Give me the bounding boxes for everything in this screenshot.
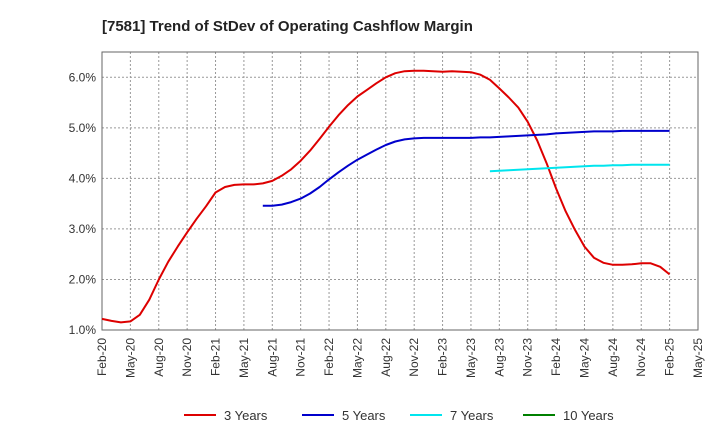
- legend-label: 10 Years: [563, 408, 614, 423]
- y-tick-label: 2.0%: [69, 272, 97, 286]
- legend: 3 Years 5 Years 7 Years 10 Years: [184, 408, 614, 423]
- x-tick-label: May-25: [691, 338, 705, 378]
- x-tick-label: Aug-20: [152, 338, 166, 377]
- x-tick-label: Nov-21: [294, 338, 308, 377]
- x-tick-label: Nov-22: [407, 338, 421, 377]
- x-tick-label: Feb-25: [663, 338, 677, 376]
- x-tick-label: May-24: [577, 338, 591, 378]
- x-tick-label: May-21: [237, 338, 251, 378]
- x-tick-label: Nov-24: [634, 338, 648, 377]
- y-tick-label: 5.0%: [69, 121, 97, 135]
- y-tick-label: 6.0%: [69, 70, 97, 84]
- x-tick-label: May-20: [123, 338, 137, 378]
- x-tick-label: Aug-24: [606, 338, 620, 377]
- y-tick-label: 3.0%: [69, 222, 97, 236]
- x-tick-label: Feb-24: [549, 338, 563, 376]
- series-layer: [101, 69, 671, 324]
- x-tick-label: Nov-20: [180, 338, 194, 377]
- x-tick-label: Feb-20: [95, 338, 109, 376]
- x-tick-label: Feb-21: [209, 338, 223, 376]
- legend-label: 3 Years: [224, 408, 268, 423]
- series-line-5-years: [262, 129, 670, 207]
- x-tick-label: Aug-23: [492, 338, 506, 377]
- legend-label: 5 Years: [342, 408, 386, 423]
- series-line-3-years: [101, 69, 671, 324]
- chart-title: [7581] Trend of StDev of Operating Cashf…: [102, 18, 473, 35]
- x-tick-label: Feb-22: [322, 338, 336, 376]
- axis-layer: 1.0% 2.0% 3.0% 4.0% 5.0% 6.0% Feb-20 May-20 Aug-…: [69, 51, 705, 378]
- series-line-7-years: [489, 163, 670, 173]
- y-tick-label: 1.0%: [69, 323, 97, 337]
- legend-item: 10 Years: [523, 408, 614, 423]
- x-tick-label: Nov-23: [521, 338, 535, 377]
- legend-item: 3 Years: [184, 408, 268, 423]
- x-tick-label: May-23: [464, 338, 478, 378]
- x-tick-label: May-22: [350, 338, 364, 378]
- legend-item: 5 Years: [302, 408, 386, 423]
- legend-label: 7 Years: [450, 408, 494, 423]
- x-tick-label: Aug-22: [379, 338, 393, 377]
- grid-layer: [101, 52, 699, 331]
- legend-item: 7 Years: [410, 408, 494, 423]
- plot-area-border: [101, 51, 699, 331]
- x-tick-label: Aug-21: [265, 338, 279, 377]
- x-tick-label: Feb-23: [436, 338, 450, 376]
- y-tick-label: 4.0%: [69, 171, 97, 185]
